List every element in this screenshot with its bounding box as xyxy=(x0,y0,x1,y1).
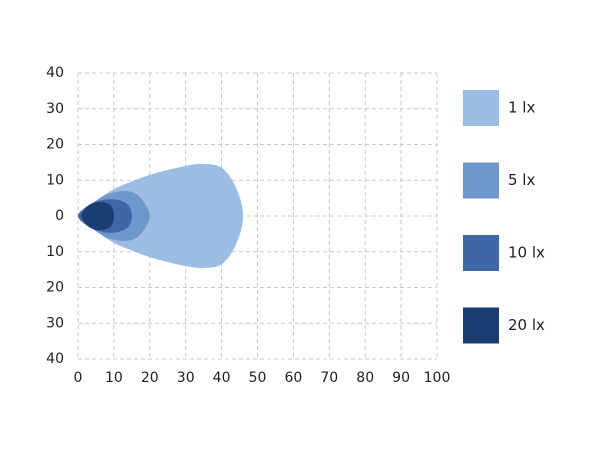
legend-label: 5 lx xyxy=(508,171,535,189)
legend-swatch xyxy=(463,235,499,271)
y-tick-label: 20 xyxy=(46,137,64,153)
y-tick-label: 10 xyxy=(46,172,64,188)
x-tick-label: 80 xyxy=(356,370,374,386)
legend-label: 1 lx xyxy=(508,99,535,117)
x-tick-label: 60 xyxy=(284,370,302,386)
legend-swatch xyxy=(463,307,499,344)
legend-label: 20 lx xyxy=(508,316,545,334)
x-tick-label: 30 xyxy=(177,370,195,386)
contour-area xyxy=(81,201,114,231)
y-tick-label: 30 xyxy=(46,101,64,117)
y-tick-label: 30 xyxy=(46,315,64,331)
y-tick-label: 20 xyxy=(46,280,64,296)
x-tick-label: 0 xyxy=(74,370,83,386)
x-tick-label: 50 xyxy=(249,370,267,386)
x-tick-label: 90 xyxy=(392,370,410,386)
legend-swatch xyxy=(463,162,499,199)
y-tick-label: 40 xyxy=(46,65,64,81)
contour-area xyxy=(78,164,244,268)
y-tick-label: 10 xyxy=(46,244,64,260)
legend-swatch xyxy=(463,90,499,126)
x-tick-label: 40 xyxy=(213,370,231,386)
x-tick-label: 100 xyxy=(424,370,451,386)
y-tick-label: 40 xyxy=(46,351,64,367)
legend-label: 10 lx xyxy=(508,244,545,262)
x-tick-label: 20 xyxy=(141,370,159,386)
x-tick-label: 70 xyxy=(320,370,338,386)
x-tick-label: 10 xyxy=(105,370,123,386)
y-tick-label: 0 xyxy=(55,208,64,224)
